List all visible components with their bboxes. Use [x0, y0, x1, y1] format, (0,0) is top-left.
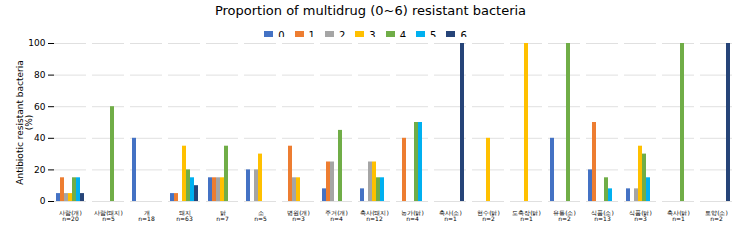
svg-text:사람(개)n=20: 사람(개)n=20 — [59, 209, 82, 222]
svg-text:소n=5: 소n=5 — [254, 209, 267, 222]
svg-text:병원(개)n=3: 병원(개)n=3 — [287, 209, 310, 222]
svg-text:40: 40 — [34, 133, 46, 143]
svg-text:주거(개)n=4: 주거(개)n=4 — [325, 209, 348, 222]
svg-text:60: 60 — [34, 102, 46, 112]
html-text:Proportion of multidrug (0~6): Proportion of multidrug (0~6) resistant … — [214, 3, 527, 18]
svg-text:0: 0 — [40, 196, 46, 206]
svg-text:사람(돼지)n=5: 사람(돼지)n=5 — [94, 209, 123, 222]
svg-text:축사(돼지)n=12: 축사(돼지)n=12 — [360, 209, 389, 222]
svg-text:Antibiotic resistant bacteria(: Antibiotic resistant bacteria(%) — [15, 60, 34, 184]
svg-text:100: 100 — [28, 38, 45, 48]
svg-text:식품(닭)n=3: 식품(닭)n=3 — [629, 209, 652, 222]
svg-text:현수(닭)n=2: 현수(닭)n=2 — [477, 209, 500, 222]
svg-text:20: 20 — [34, 165, 46, 175]
svg-text:80: 80 — [34, 70, 46, 80]
svg-text:개n=18: 개n=18 — [138, 209, 155, 222]
svg-text:토양(소)n=2: 토양(소)n=2 — [705, 209, 728, 222]
svg-text:식품(소)n=13: 식품(소)n=13 — [591, 209, 614, 222]
svg-text:돼지n=63: 돼지n=63 — [176, 209, 193, 222]
svg-text:도축장(닭)n=1: 도축장(닭)n=1 — [512, 209, 541, 222]
svg-text:유통(소)n=2: 유통(소)n=2 — [553, 209, 576, 222]
svg-text:축사(소)n=1: 축사(소)n=1 — [439, 209, 462, 222]
svg-text:농가(닭)n=4: 농가(닭)n=4 — [401, 209, 424, 222]
svg-text:닭n=7: 닭n=7 — [216, 209, 229, 222]
svg-text:축사(닭)n=1: 축사(닭)n=1 — [667, 209, 690, 222]
